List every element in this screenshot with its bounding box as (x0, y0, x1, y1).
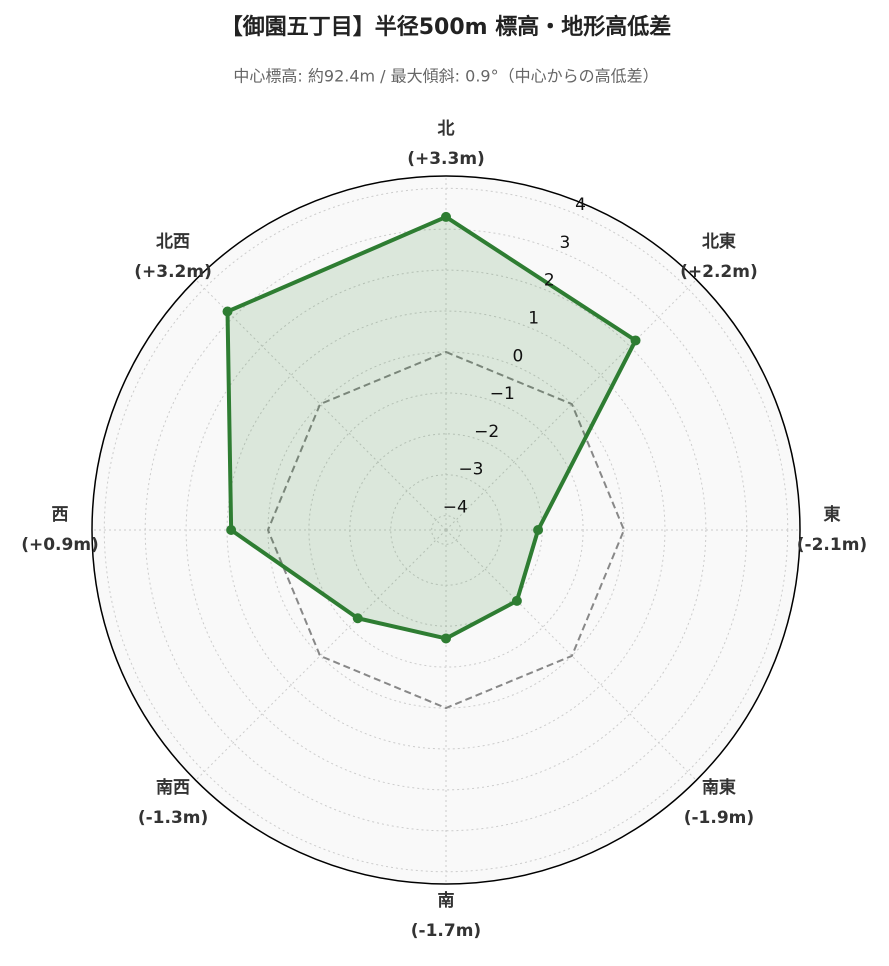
data-point (441, 633, 451, 644)
r-tick-label: 1 (528, 308, 539, 328)
value-label: (-1.3m) (138, 808, 208, 828)
data-point (352, 613, 363, 624)
grid-circle (226, 310, 666, 750)
r-tick-label: −1 (490, 384, 515, 404)
r-tick-label: 2 (544, 271, 555, 291)
category-label: 東 (824, 504, 841, 525)
r-tick-label: −3 (458, 460, 483, 480)
category-label: 西 (52, 505, 69, 525)
value-label: (+0.9m) (21, 535, 99, 555)
data-point (630, 335, 641, 346)
reference-line (266, 350, 626, 710)
grid-circle (308, 392, 584, 668)
value-label: (-1.7m) (411, 921, 481, 941)
category-label: 北東 (702, 231, 736, 252)
data-point (222, 306, 233, 317)
data-point (533, 525, 544, 535)
r-tick-label: 3 (560, 233, 571, 253)
value-label: (+3.2m) (134, 262, 212, 282)
spoke (195, 529, 447, 781)
category-label: 北西 (156, 232, 190, 252)
data-point (441, 211, 451, 222)
value-label: (-1.9m) (684, 808, 754, 828)
category-label: 南西 (156, 777, 190, 798)
r-tick-label: 0 (513, 346, 524, 366)
r-tick-label: −2 (474, 422, 499, 442)
value-label: (+2.2m) (680, 262, 758, 282)
data-point (226, 525, 237, 535)
r-tick-label: −4 (443, 498, 468, 518)
grid-circle (431, 515, 461, 545)
category-label: 北 (438, 119, 455, 139)
value-label: (-2.1m) (797, 535, 867, 555)
chart-subtitle: 中心標高: 約92.4m / 最大傾斜: 0.9°（中心からの高低差） (233, 67, 658, 86)
value-label: (+3.3m) (407, 149, 485, 169)
grid-circle (185, 269, 707, 791)
category-label: 南 (438, 890, 455, 911)
category-label: 南東 (702, 777, 736, 798)
r-tick-label: 4 (575, 195, 586, 215)
chart-title: 【御園五丁目】半径500m 標高・地形高低差 (221, 14, 672, 40)
spoke (195, 279, 447, 531)
grid-circle (267, 351, 625, 709)
data-point (511, 595, 522, 606)
